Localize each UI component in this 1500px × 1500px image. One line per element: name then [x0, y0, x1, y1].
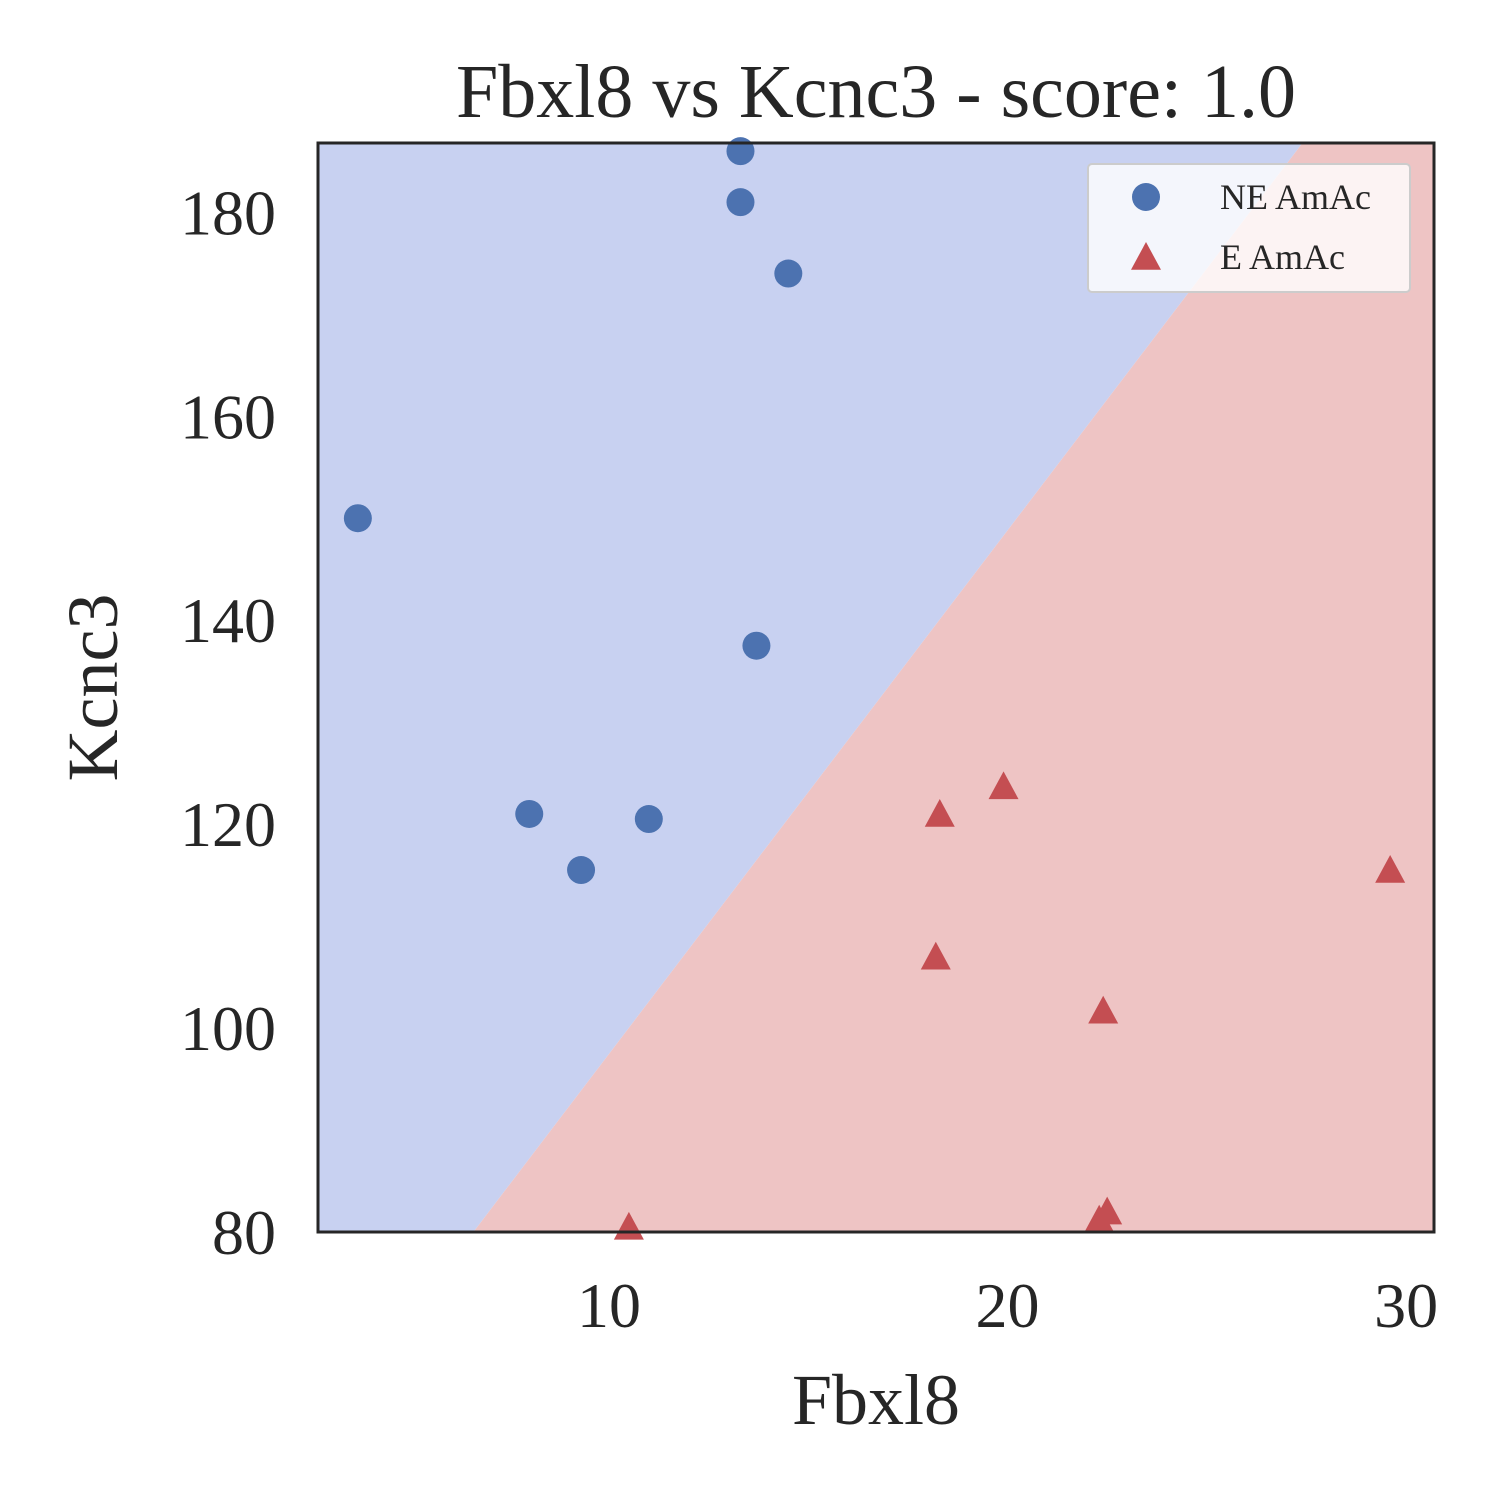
chart-title: Fbxl8 vs Kcnc3 - score: 1.0 [456, 50, 1296, 134]
x-axis-label: Fbxl8 [792, 1360, 960, 1440]
data-point-e-amac [988, 771, 1019, 800]
tick-labels: 10 20 30 80 100 120 140 160 180 [180, 177, 1438, 1341]
y-tick-label: 160 [180, 381, 276, 452]
data-point-ne-amac [515, 799, 544, 828]
data-point-e-amac [1088, 995, 1119, 1024]
y-tick-label: 180 [180, 177, 276, 248]
data-point-e-amac [920, 941, 951, 970]
x-tick-label: 30 [1374, 1270, 1438, 1341]
data-point-ne-amac [726, 137, 755, 166]
legend: NE AmAc E AmAc [1087, 163, 1411, 293]
region-e-amac [473, 143, 1434, 1232]
legend-label: E AmAc [1220, 237, 1345, 277]
legend-marker-circle [1132, 183, 1160, 211]
data-point-ne-amac [742, 631, 771, 660]
data-point-ne-amac [567, 856, 596, 885]
y-tick-label: 140 [180, 585, 276, 656]
data-point-ne-amac [774, 259, 803, 288]
y-tick-label: 80 [212, 1197, 276, 1268]
legend-box [1087, 163, 1411, 293]
plot-area [318, 143, 1434, 1232]
x-tick-label: 20 [976, 1270, 1040, 1341]
data-point-e-amac [1084, 1204, 1115, 1233]
data-point-ne-amac [343, 504, 372, 533]
y-tick-label: 120 [180, 789, 276, 860]
legend-marker-triangle [1131, 242, 1161, 270]
legend-label: NE AmAc [1220, 177, 1371, 217]
data-point-e-amac [924, 798, 955, 827]
plot-frame [316, 141, 1436, 1234]
y-axis-label: Kcnc3 [53, 594, 133, 782]
data-point-ne-amac [634, 805, 663, 834]
x-tick-label: 10 [577, 1270, 641, 1341]
data-point-ne-amac [726, 188, 755, 217]
data-point-e-amac [1375, 855, 1406, 883]
y-tick-label: 100 [180, 993, 276, 1064]
region-ne-amac [318, 143, 1303, 1232]
